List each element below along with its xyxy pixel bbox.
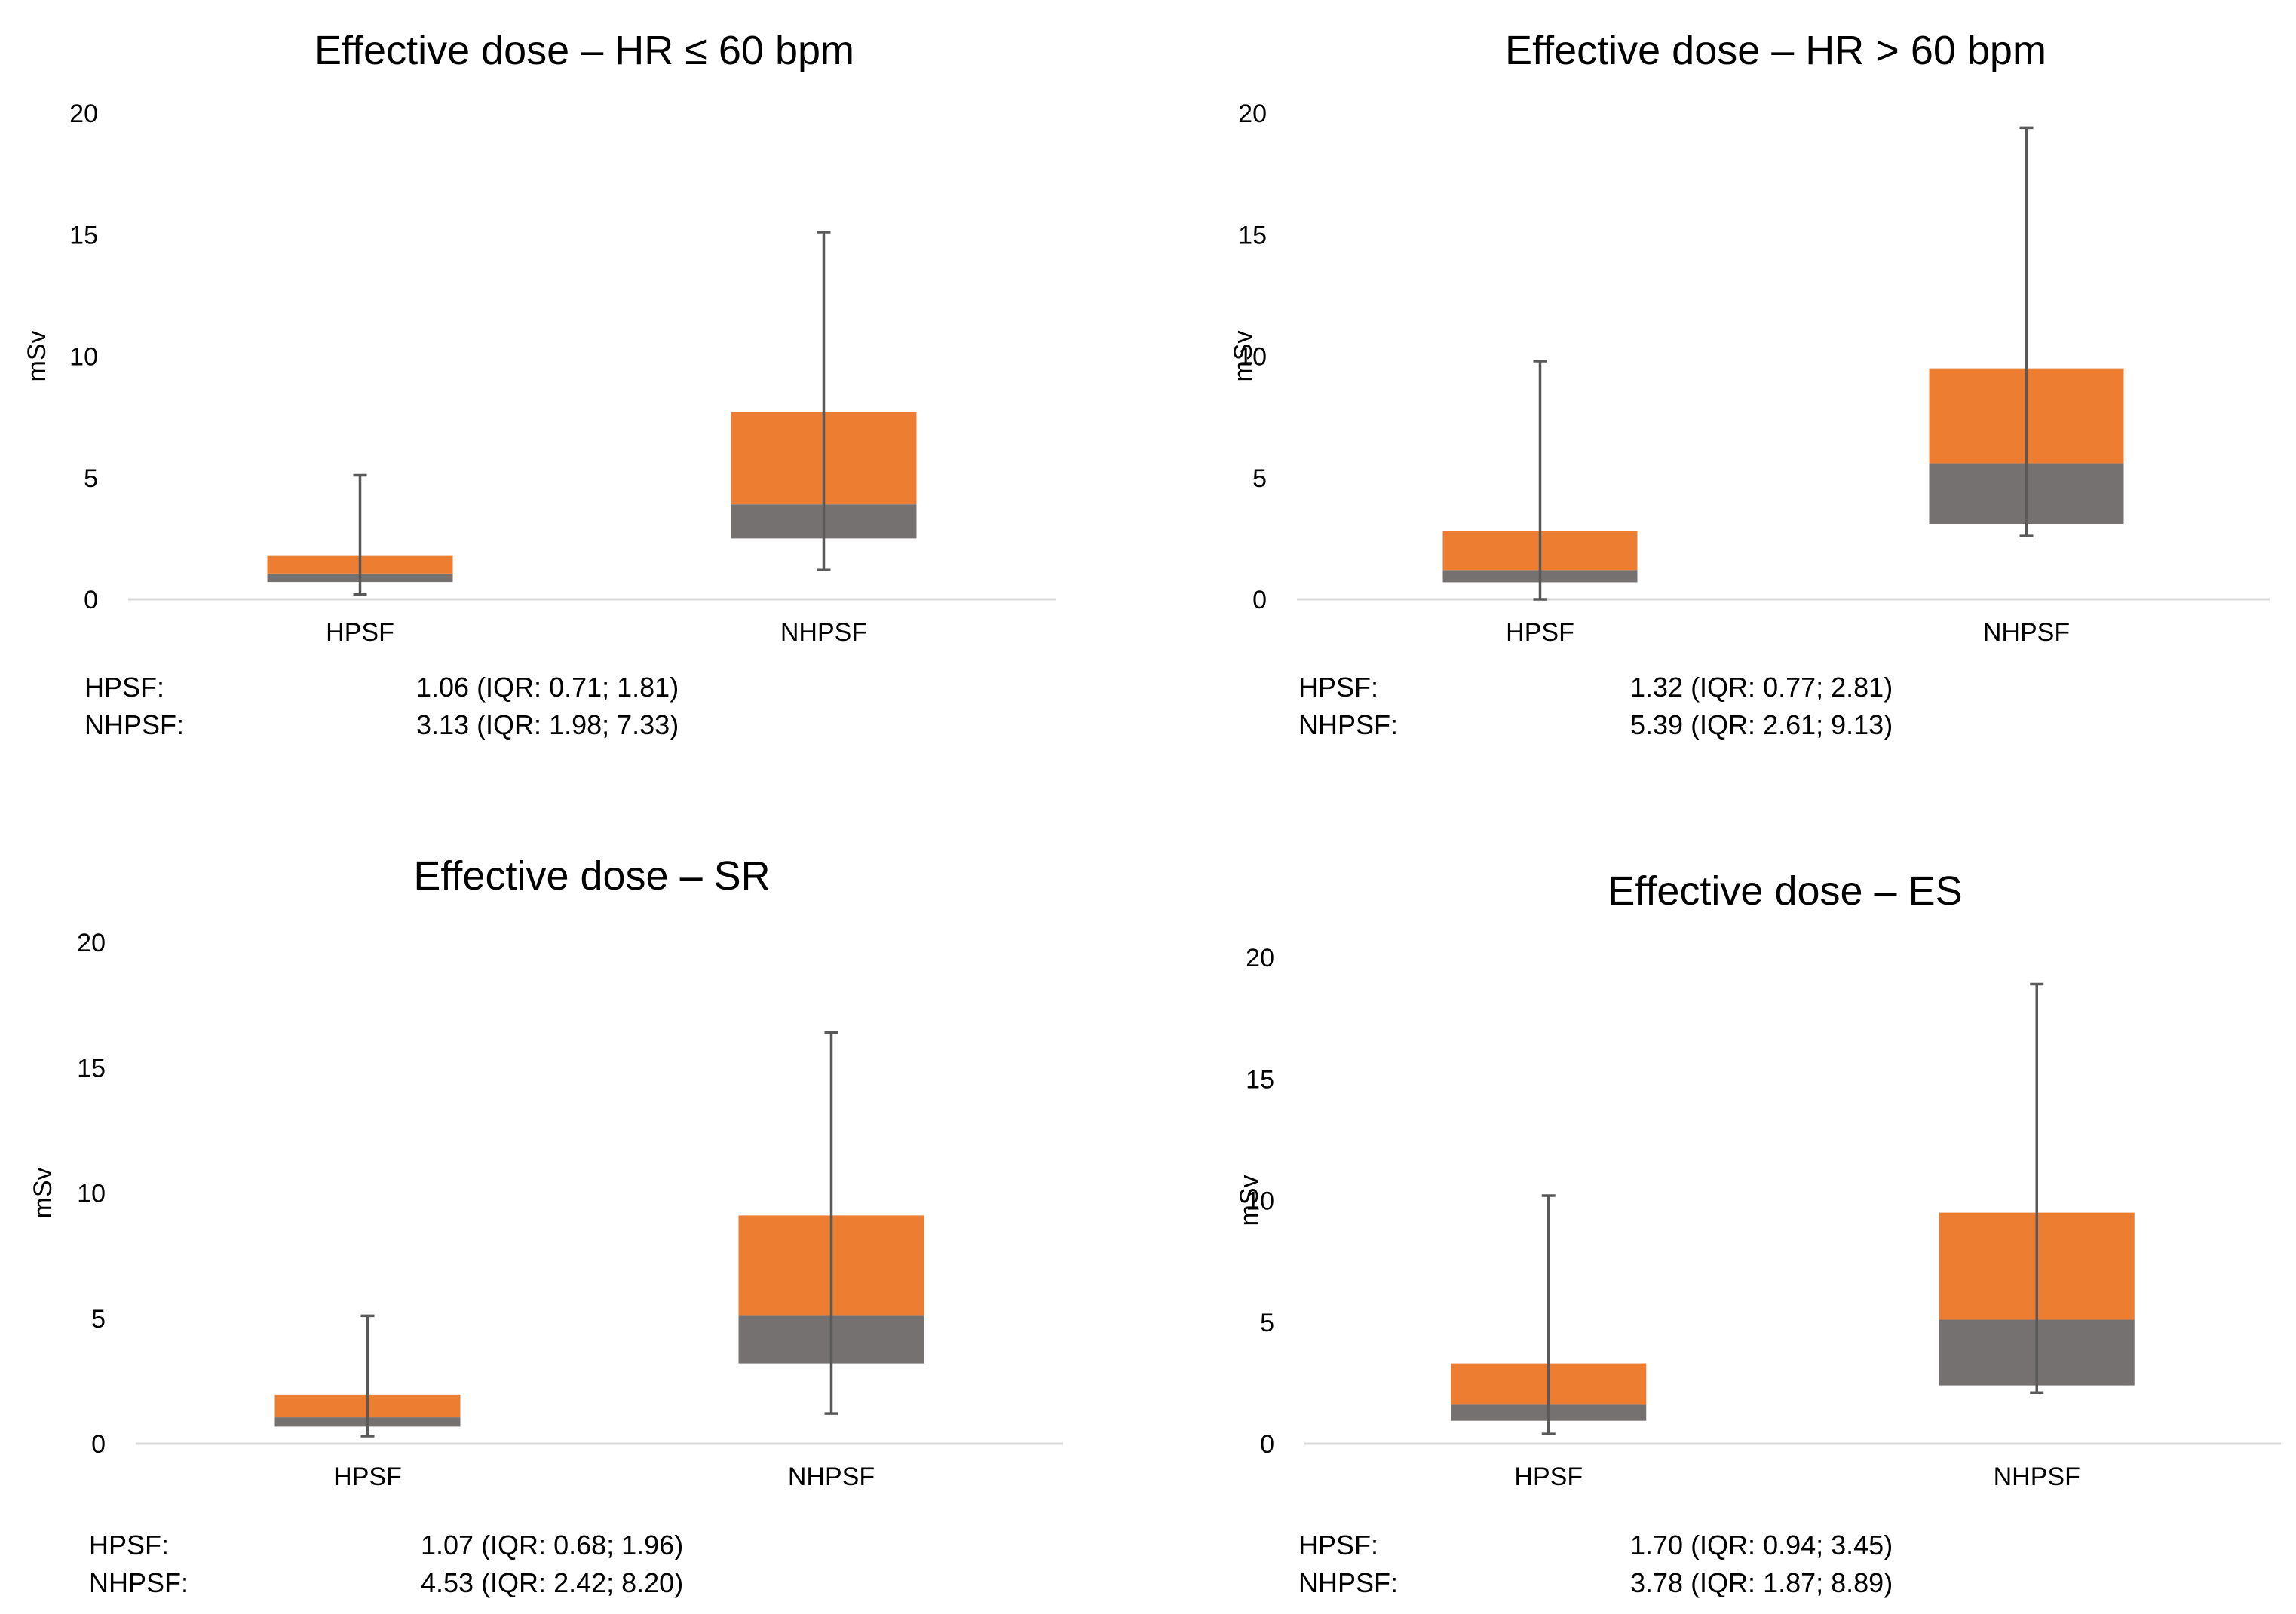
stat-label: HPSF: — [89, 1530, 170, 1560]
stat-value: 1.32 (IQR: 0.77; 2.81) — [1630, 672, 1893, 703]
stat-row-nhpsf: NHPSF: 3.78 (IQR: 1.87; 8.89) — [1298, 1564, 2128, 1602]
y-tick-label: 15 — [77, 1054, 106, 1083]
x-category-label: NHPSF — [780, 618, 867, 647]
y-tick-label: 10 — [1246, 1187, 1274, 1216]
stats-block-hr-gt-60: HPSF: 1.32 (IQR: 0.77; 2.81) NHPSF: 5.39… — [1298, 669, 2128, 744]
y-tick-label: 15 — [1246, 1065, 1274, 1094]
chart-svg-es: Effective dose – ES mSv 0 5 10 15 20 HPSF NHPSF — [1235, 868, 2281, 1491]
stat-label: NHPSF: — [89, 1567, 189, 1598]
stat-label: NHPSF: — [84, 709, 185, 740]
y-tick-label: 0 — [1260, 1430, 1274, 1459]
chart-panel-hr-gt-60: Effective dose – HR > 60 bpm mSv 0 5 10 15 20 H… — [1154, 0, 2285, 784]
stats-block-es: HPSF: 1.70 (IQR: 0.94; 3.45) NHPSF: 3.78… — [1298, 1527, 2128, 1602]
y-tick-label: 10 — [69, 343, 98, 372]
y-axis-label: mSv — [29, 1168, 57, 1219]
x-category-label: HPSF — [326, 618, 394, 647]
stat-label: HPSF: — [1298, 672, 1379, 703]
y-tick-label: 10 — [1238, 343, 1267, 372]
stat-label: HPSF: — [1298, 1530, 1379, 1560]
y-tick-label: 20 — [77, 929, 106, 957]
y-tick-label: 0 — [1252, 586, 1267, 614]
x-category-label: HPSF — [333, 1462, 402, 1491]
stat-row-hpsf: HPSF: 1.07 (IQR: 0.68; 1.96) — [89, 1527, 918, 1564]
chart-panel-hr-le-60: Effective dose – HR ≤ 60 bpm mSv 0 5 10 15 20 H… — [0, 0, 1131, 784]
stat-value: 3.78 (IQR: 1.87; 8.89) — [1630, 1567, 1893, 1598]
chart-svg-hr-gt-60: Effective dose – HR > 60 bpm mSv 0 5 10 15 20 H… — [1229, 28, 2270, 647]
chart-svg-sr: Effective dose – SR mSv 0 5 10 15 20 HPSF NHPSF — [29, 853, 1063, 1491]
stat-row-hpsf: HPSF: 1.70 (IQR: 0.94; 3.45) — [1298, 1527, 2128, 1564]
y-tick-label: 5 — [84, 464, 98, 493]
x-category-label: NHPSF — [1983, 618, 2070, 647]
stat-label: NHPSF: — [1298, 709, 1399, 740]
y-tick-label: 15 — [1238, 221, 1267, 250]
stat-value: 3.13 (IQR: 1.98; 7.33) — [416, 709, 679, 740]
stat-label: NHPSF: — [1298, 1567, 1399, 1598]
chart-panel-sr: Effective dose – SR mSv 0 5 10 15 20 HPSF NHPSF — [0, 829, 1131, 1613]
x-category-label: HPSF — [1506, 618, 1574, 647]
x-category-label: NHPSF — [788, 1462, 875, 1491]
y-axis-label: mSv — [1235, 1175, 1264, 1227]
stat-row-hpsf: HPSF: 1.06 (IQR: 0.71; 1.81) — [84, 669, 914, 706]
y-tick-label: 5 — [91, 1305, 106, 1334]
x-category-label: NHPSF — [1994, 1462, 2080, 1491]
y-tick-label: 5 — [1252, 464, 1267, 493]
y-axis-label: mSv — [1229, 331, 1258, 382]
stat-value: 1.70 (IQR: 0.94; 3.45) — [1630, 1530, 1893, 1560]
y-tick-label: 0 — [91, 1430, 106, 1459]
stats-block-sr: HPSF: 1.07 (IQR: 0.68; 1.96) NHPSF: 4.53… — [89, 1527, 918, 1602]
stat-value: 5.39 (IQR: 2.61; 9.13) — [1630, 709, 1893, 740]
stat-row-nhpsf: NHPSF: 5.39 (IQR: 2.61; 9.13) — [1298, 706, 2128, 744]
stat-value: 4.53 (IQR: 2.42; 8.20) — [421, 1567, 684, 1598]
stat-row-nhpsf: NHPSF: 3.13 (IQR: 1.98; 7.33) — [84, 706, 914, 744]
stat-row-hpsf: HPSF: 1.32 (IQR: 0.77; 2.81) — [1298, 669, 2128, 706]
y-tick-label: 10 — [77, 1180, 106, 1208]
stat-value: 1.07 (IQR: 0.68; 1.96) — [421, 1530, 684, 1560]
y-tick-label: 20 — [1246, 944, 1274, 972]
y-tick-label: 20 — [1238, 100, 1267, 128]
chart-svg-hr-le-60: Effective dose – HR ≤ 60 bpm mSv 0 5 10 15 20 H… — [23, 28, 1056, 647]
x-category-label: HPSF — [1514, 1462, 1583, 1491]
chart-title: Effective dose – HR ≤ 60 bpm — [314, 28, 854, 73]
chart-title: Effective dose – HR > 60 bpm — [1505, 28, 2046, 73]
chart-panel-es: Effective dose – ES mSv 0 5 10 15 20 HPSF NHPSF — [1154, 829, 2285, 1613]
chart-title: Effective dose – SR — [413, 853, 770, 899]
y-tick-label: 15 — [69, 221, 98, 250]
y-tick-label: 5 — [1260, 1309, 1274, 1337]
stat-row-nhpsf: NHPSF: 4.53 (IQR: 2.42; 8.20) — [89, 1564, 918, 1602]
y-tick-label: 20 — [69, 100, 98, 128]
stat-label: HPSF: — [84, 672, 165, 703]
chart-title: Effective dose – ES — [1608, 868, 1962, 914]
stats-block-hr-le-60: HPSF: 1.06 (IQR: 0.71; 1.81) NHPSF: 3.13… — [84, 669, 914, 744]
y-tick-label: 0 — [84, 586, 98, 614]
stat-value: 1.06 (IQR: 0.71; 1.81) — [416, 672, 679, 703]
y-axis-label: mSv — [23, 331, 51, 382]
